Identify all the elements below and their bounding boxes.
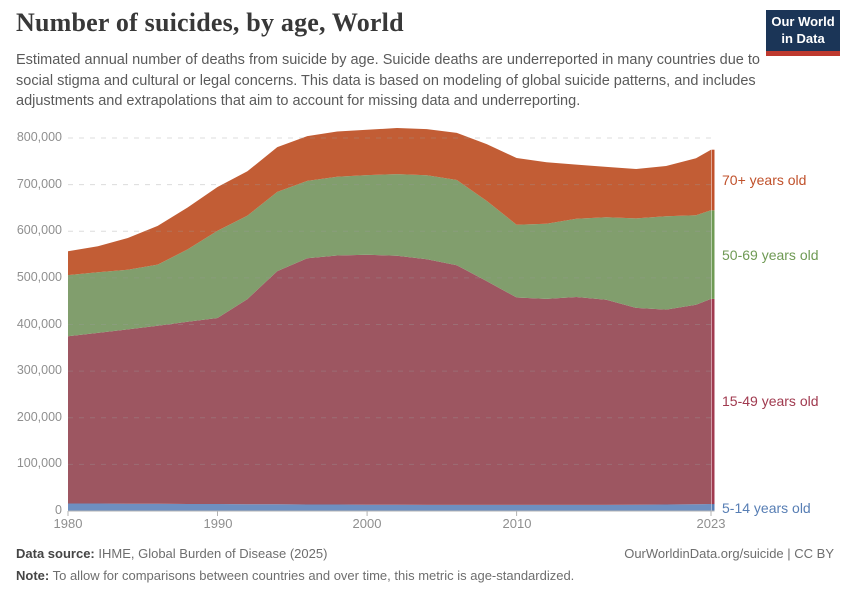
x-tick-1980: 1980: [53, 516, 83, 531]
x-tick-2023: 2023: [696, 516, 726, 531]
area-50-69[interactable]: [68, 174, 711, 337]
legend-strip-5-14: [711, 504, 715, 511]
area-70plus[interactable]: [68, 128, 711, 276]
x-tick-1990: 1990: [203, 516, 233, 531]
legend-label-50-69: 50-69 years old: [722, 247, 819, 263]
y-tick-100,000: 100,000: [16, 456, 62, 470]
page-title: Number of suicides, by age, World: [16, 8, 404, 37]
owid-logo[interactable]: Our World in Data: [766, 10, 840, 56]
legend-label-5-14: 5-14 years old: [722, 500, 811, 516]
data-source-value: IHME, Global Burden of Disease (2025): [98, 546, 328, 561]
legend-strip-50-69: [711, 210, 715, 299]
y-tick-600,000: 600,000: [16, 223, 62, 237]
y-tick-700,000: 700,000: [16, 177, 62, 191]
legend-strip-70plus: [711, 149, 715, 211]
chart-subtitle: Estimated annual number of deaths from s…: [16, 52, 760, 110]
note-line: Note: To allow for comparisons between c…: [16, 568, 574, 583]
legend-strip-15-49: [711, 298, 715, 505]
note-value: To allow for comparisons between countri…: [52, 568, 575, 583]
x-tick-2000: 2000: [352, 516, 382, 531]
x-tick-2010: 2010: [502, 516, 532, 531]
owid-logo-line2: in Data: [781, 30, 825, 46]
y-tick-0: 0: [55, 503, 62, 517]
legend-label-15-49: 15-49 years old: [722, 393, 819, 409]
owid-license-link[interactable]: OurWorldinData.org/suicide | CC BY: [624, 546, 834, 561]
note-label: Note:: [16, 568, 50, 583]
legend-label-70plus: 70+ years old: [722, 172, 807, 188]
y-tick-300,000: 300,000: [16, 363, 62, 377]
data-source-line: Data source: IHME, Global Burden of Dise…: [16, 546, 327, 561]
y-tick-500,000: 500,000: [16, 270, 62, 284]
y-tick-800,000: 800,000: [16, 130, 62, 144]
area-15-49[interactable]: [68, 254, 711, 505]
data-source-label: Data source:: [16, 546, 95, 561]
y-tick-200,000: 200,000: [16, 410, 62, 424]
owid-logo-line1: Our World: [771, 14, 835, 30]
area-5-14[interactable]: [68, 503, 711, 512]
y-tick-400,000: 400,000: [16, 317, 62, 331]
